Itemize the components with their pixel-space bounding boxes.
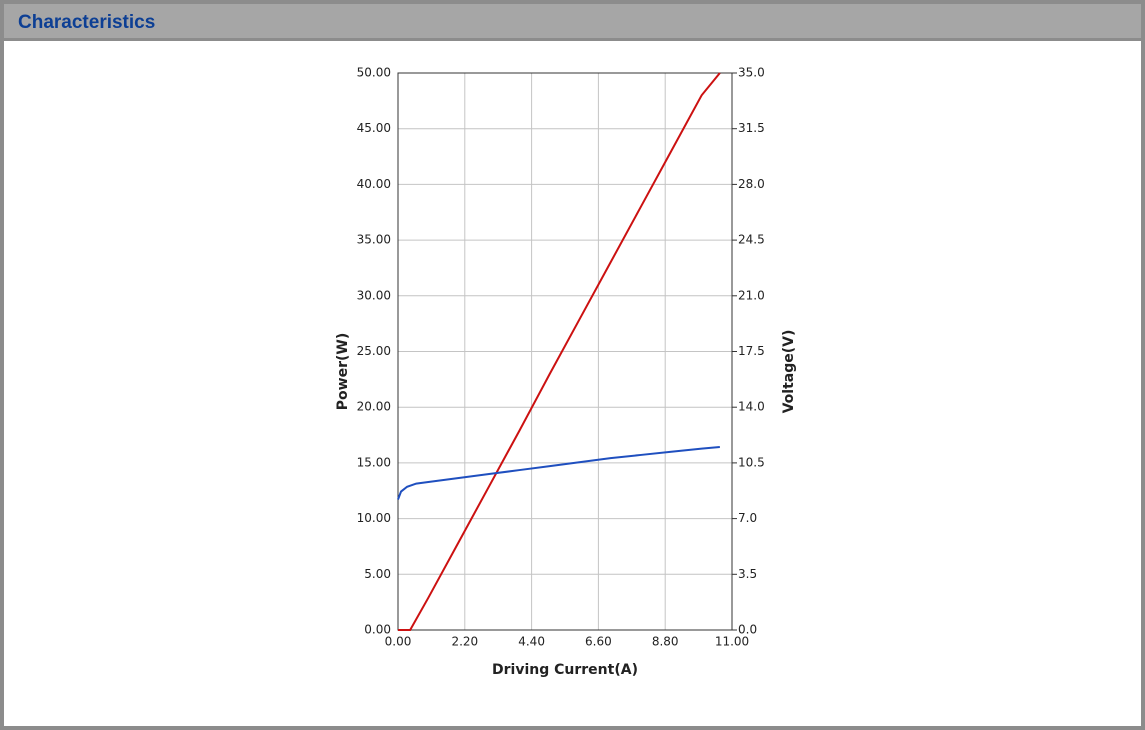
x-tick-label: 11.00 — [715, 635, 749, 649]
x-tick-label: 4.40 — [518, 635, 545, 649]
y-tick-label: 5.00 — [364, 567, 391, 581]
y-axis-title: Power(W) — [335, 333, 351, 410]
y2-tick-label: 31.5 — [738, 121, 765, 135]
y2-axis-title: Voltage(V) — [781, 330, 797, 414]
y-tick-label: 20.00 — [357, 400, 391, 414]
y2-tick-label: 21.0 — [738, 288, 765, 302]
y-tick-label: 40.00 — [357, 177, 391, 191]
y2-tick-label: 3.5 — [738, 567, 757, 581]
x-tick-label: 2.20 — [451, 635, 478, 649]
line-series — [397, 445, 720, 500]
x-tick-label: 0.00 — [385, 635, 412, 649]
panel-title: Characteristics — [18, 12, 156, 33]
x-tick-label: 6.60 — [585, 635, 612, 649]
panel-header: Characteristics — [4, 4, 1141, 41]
y-tick-label: 35.00 — [357, 233, 391, 247]
x-tick-label: 8.80 — [652, 635, 679, 649]
y2-tick-label: 28.0 — [738, 177, 765, 191]
line-series — [398, 72, 721, 631]
y2-tick-label: 10.5 — [738, 455, 765, 469]
y-tick-label: 10.00 — [357, 511, 391, 525]
y2-tick-label: 0.0 — [738, 623, 757, 637]
y-tick-label: 25.00 — [357, 344, 391, 358]
y2-tick-label: 17.5 — [738, 344, 765, 358]
y2-tick-label: 7.0 — [738, 511, 757, 525]
y-tick-label: 0.00 — [364, 623, 391, 637]
plot-frame — [397, 72, 733, 631]
y-tick-label: 45.00 — [357, 121, 391, 135]
y2-tick-label: 35.0 — [738, 66, 765, 80]
y2-tick-label: 24.5 — [738, 233, 765, 247]
x-axis-title: Driving Current(A) — [492, 662, 638, 678]
y2-tick-label: 14.0 — [738, 400, 765, 414]
y-tick-label: 15.00 — [357, 455, 391, 469]
y-tick-label: 30.00 — [357, 288, 391, 302]
y-tick-label: 50.00 — [357, 66, 391, 80]
